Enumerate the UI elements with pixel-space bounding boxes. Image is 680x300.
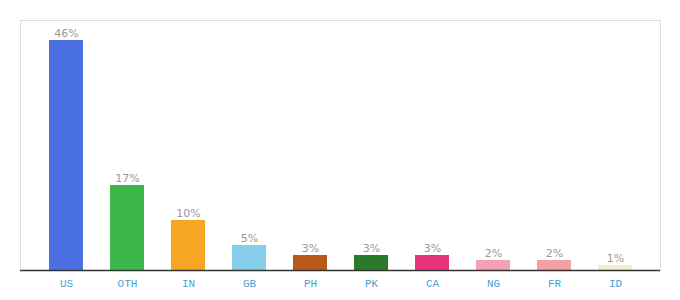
svg-text:10%: 10% — [176, 207, 200, 220]
svg-text:FR: FR — [548, 278, 562, 290]
svg-text:17%: 17% — [115, 172, 139, 185]
svg-text:PH: PH — [304, 278, 317, 290]
svg-text:3%: 3% — [302, 242, 319, 255]
svg-text:GB: GB — [243, 278, 257, 290]
svg-text:3%: 3% — [424, 242, 441, 255]
svg-text:OTH: OTH — [118, 278, 138, 290]
svg-text:2%: 2% — [546, 247, 563, 260]
svg-text:CA: CA — [426, 278, 440, 290]
svg-text:2%: 2% — [485, 247, 502, 260]
svg-text:US: US — [60, 278, 74, 290]
svg-text:1%: 1% — [607, 252, 624, 265]
svg-text:ID: ID — [609, 278, 623, 290]
svg-text:46%: 46% — [54, 27, 78, 40]
svg-text:5%: 5% — [241, 232, 258, 245]
svg-text:NG: NG — [487, 278, 500, 290]
svg-text:IN: IN — [182, 278, 195, 290]
svg-text:3%: 3% — [363, 242, 380, 255]
svg-text:PK: PK — [365, 278, 379, 290]
